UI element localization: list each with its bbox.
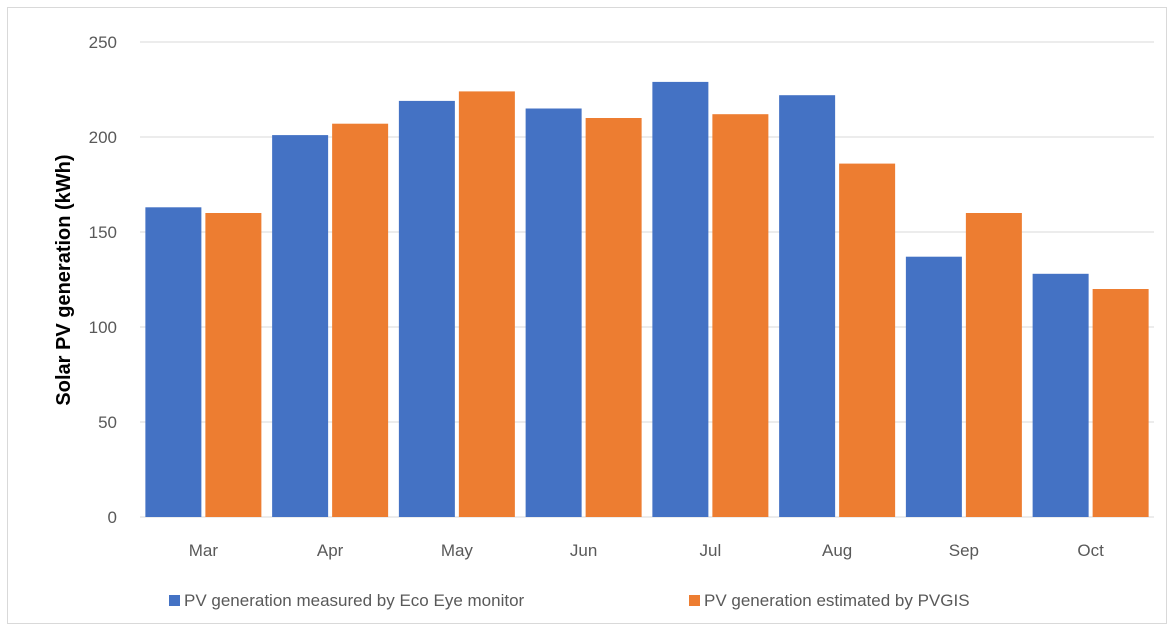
y-axis-label: Solar PV generation (kWh) [53, 154, 75, 405]
bar-estimated-aug [839, 163, 896, 517]
bar-measured-apr [272, 135, 329, 517]
legend-label-1: PV generation measured by Eco Eye monito… [184, 591, 525, 610]
y-tick-label: 200 [89, 128, 117, 147]
legend-swatch-1 [169, 595, 180, 606]
bar-measured-may [398, 100, 455, 518]
x-tick-label-jun: Jun [570, 541, 597, 560]
y-tick-label: 150 [89, 223, 117, 242]
legend-swatch-2 [689, 595, 700, 606]
bar-estimated-mar [205, 213, 262, 517]
bar-estimated-may [458, 91, 515, 518]
x-axis-ticks: Mar Apr May Jun Jul Aug Sep Oct [189, 541, 1104, 560]
bar-measured-jun [525, 108, 582, 517]
bars [145, 81, 1149, 518]
x-tick-label-oct: Oct [1077, 541, 1104, 560]
bar-estimated-jun [585, 118, 642, 517]
x-tick-label-mar: Mar [189, 541, 219, 560]
bar-measured-aug [779, 95, 836, 517]
bar-estimated-jul [712, 114, 769, 517]
bar-estimated-apr [332, 123, 389, 517]
x-tick-label-jul: Jul [700, 541, 722, 560]
y-tick-label: 250 [89, 33, 117, 52]
y-tick-label: 0 [108, 508, 117, 527]
bar-estimated-oct [1092, 289, 1149, 517]
bar-measured-mar [145, 207, 202, 518]
bar-measured-sep [905, 256, 962, 517]
legend: PV generation measured by Eco Eye monito… [169, 591, 970, 610]
y-axis-ticks: 0 50 100 150 200 250 [89, 33, 117, 527]
x-tick-label-aug: Aug [822, 541, 852, 560]
x-tick-label-may: May [441, 541, 474, 560]
x-tick-label-sep: Sep [949, 541, 979, 560]
bar-measured-oct [1032, 273, 1089, 517]
y-tick-label: 100 [89, 318, 117, 337]
bar-estimated-sep [965, 213, 1022, 517]
legend-label-2: PV generation estimated by PVGIS [704, 591, 970, 610]
x-tick-label-apr: Apr [317, 541, 344, 560]
bar-measured-jul [652, 81, 709, 518]
y-tick-label: 50 [98, 413, 117, 432]
